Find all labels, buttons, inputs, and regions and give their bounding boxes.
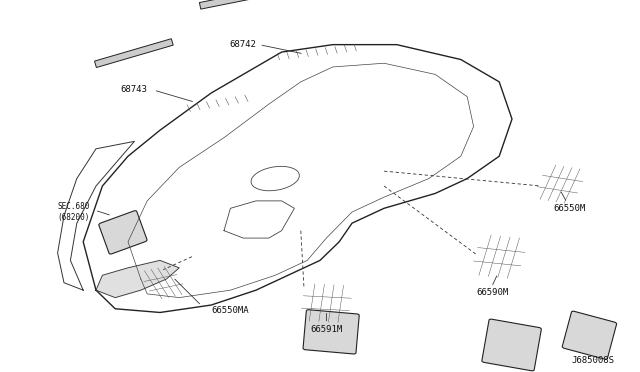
FancyBboxPatch shape bbox=[303, 310, 359, 354]
Text: J685008S: J685008S bbox=[572, 356, 614, 365]
Text: 66590M: 66590M bbox=[477, 288, 509, 296]
FancyBboxPatch shape bbox=[563, 311, 616, 359]
FancyBboxPatch shape bbox=[482, 319, 541, 371]
FancyBboxPatch shape bbox=[99, 211, 147, 254]
Text: SEC.680
(68200): SEC.680 (68200) bbox=[58, 202, 90, 222]
Text: 66591M: 66591M bbox=[310, 325, 342, 334]
Text: 68742: 68742 bbox=[229, 40, 256, 49]
Text: 68743: 68743 bbox=[120, 85, 147, 94]
Bar bbox=[95, 39, 173, 68]
Bar bbox=[200, 0, 297, 9]
Text: 66550MA: 66550MA bbox=[211, 306, 249, 315]
Polygon shape bbox=[96, 260, 179, 298]
Text: 66550M: 66550M bbox=[554, 204, 586, 213]
